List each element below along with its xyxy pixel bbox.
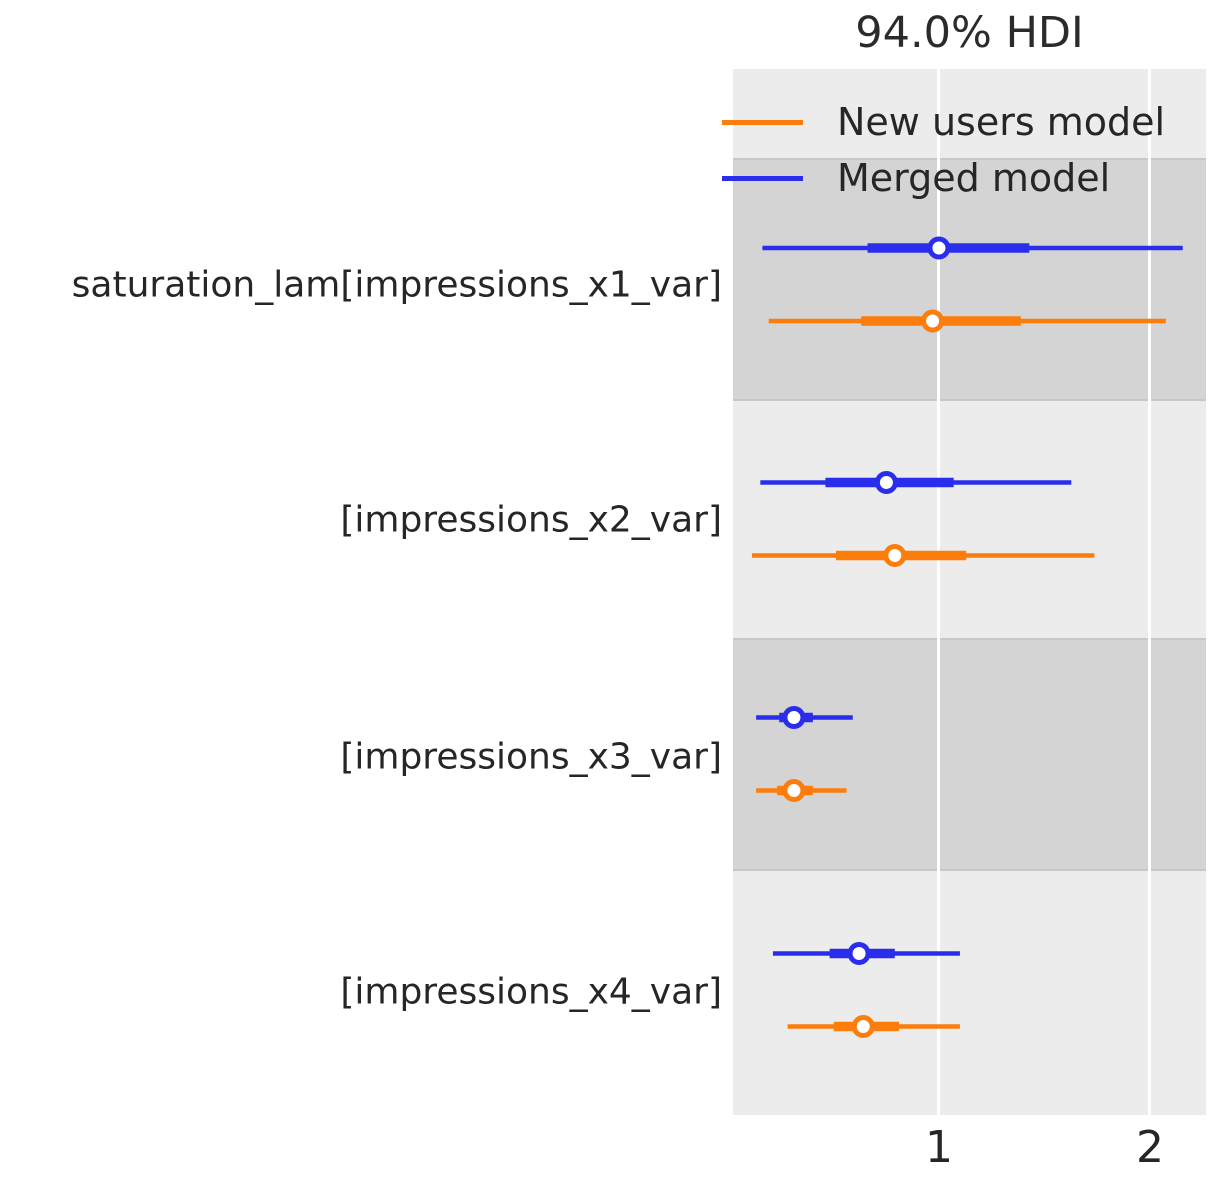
legend-entry-new-users-model: New users model [722, 100, 1165, 144]
median-dot [874, 471, 898, 494]
row-label-x3: [impressions_x3_var] [340, 736, 722, 778]
x-tick-label-1: 1 [925, 1122, 953, 1173]
x-tick-label-2: 2 [1136, 1122, 1164, 1173]
plot-area [733, 69, 1206, 1115]
shaded-row-band [733, 638, 1206, 871]
legend-line-swatch-blue [722, 175, 803, 181]
median-dot [921, 309, 945, 333]
row-label-x4: [impressions_x4_var] [340, 971, 722, 1013]
x-gridline [1147, 69, 1151, 1115]
chart-title: 94.0% HDI [855, 8, 1084, 58]
median-dot [782, 706, 806, 729]
row-label-x1: saturation_lam[impressions_x1_var] [71, 264, 722, 306]
median-dot [847, 942, 871, 965]
median-dot [883, 544, 907, 567]
legend-entry-merged-model: Merged model [722, 156, 1110, 200]
x-gridline [937, 69, 941, 1115]
median-dot [927, 236, 951, 260]
forest-intervals-layer [751, 236, 1183, 1038]
shaded-row-band [733, 158, 1206, 401]
legend-label: Merged model [837, 156, 1111, 200]
median-dot [851, 1015, 875, 1038]
median-dot [782, 779, 806, 802]
legend-line-swatch-orange [722, 119, 803, 125]
row-label-x2: [impressions_x2_var] [340, 499, 722, 541]
legend-label: New users model [837, 100, 1166, 144]
